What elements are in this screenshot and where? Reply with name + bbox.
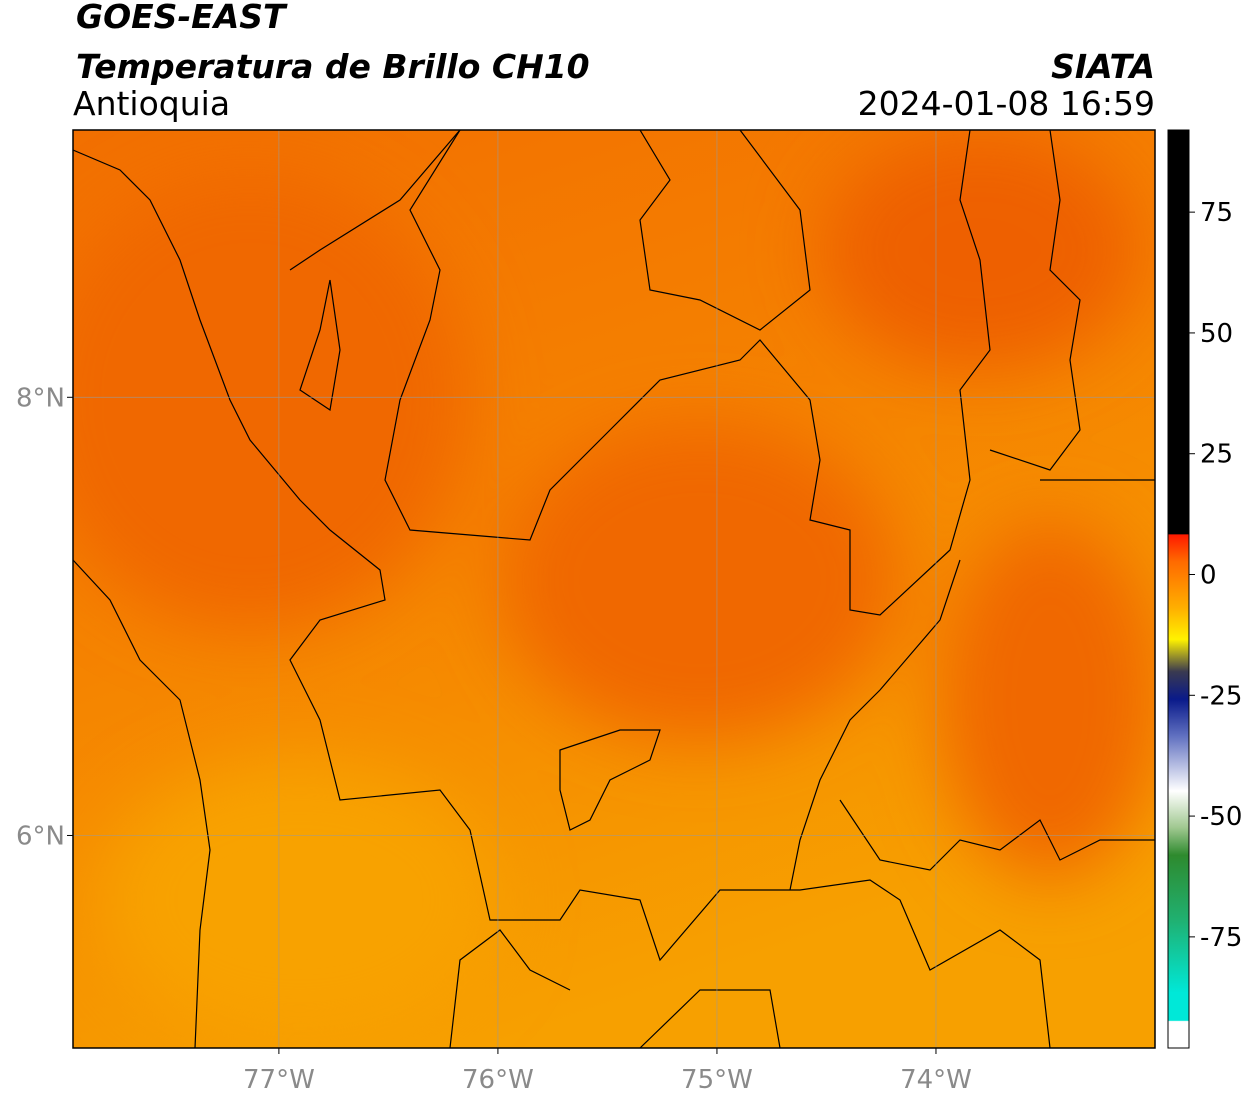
colorbar-tick-label: 75 <box>1200 198 1233 228</box>
region: Antioquia <box>73 84 230 123</box>
colorbar-tick-label: -25 <box>1200 681 1242 711</box>
x-tick-label: 76°W <box>462 1065 534 1095</box>
colorbar-tick-label: -75 <box>1200 923 1242 953</box>
map-frame <box>72 129 1156 1049</box>
x-tick-label: 74°W <box>900 1065 972 1095</box>
colorbar-tick-label: 50 <box>1200 319 1233 349</box>
timestamp: 2024-01-08 16:59 <box>858 84 1155 123</box>
agency: SIATA <box>1051 47 1155 86</box>
colorbar <box>1167 129 1190 1049</box>
colorbar-tick-label: -50 <box>1200 802 1242 832</box>
x-tick-label: 77°W <box>243 1065 315 1095</box>
y-tick-label: 8°N <box>16 383 65 413</box>
title: GOES-EAST <box>76 0 288 36</box>
map-image <box>73 130 1155 1048</box>
colorbar-tick-label: 0 <box>1200 561 1217 591</box>
x-tick-label: 75°W <box>681 1065 753 1095</box>
colorbar-tick-label: 25 <box>1200 440 1233 470</box>
borders <box>73 130 1155 1048</box>
y-tick-label: 6°N <box>16 821 65 851</box>
subtitle: Temperatura de Brillo CH10 <box>76 47 590 86</box>
